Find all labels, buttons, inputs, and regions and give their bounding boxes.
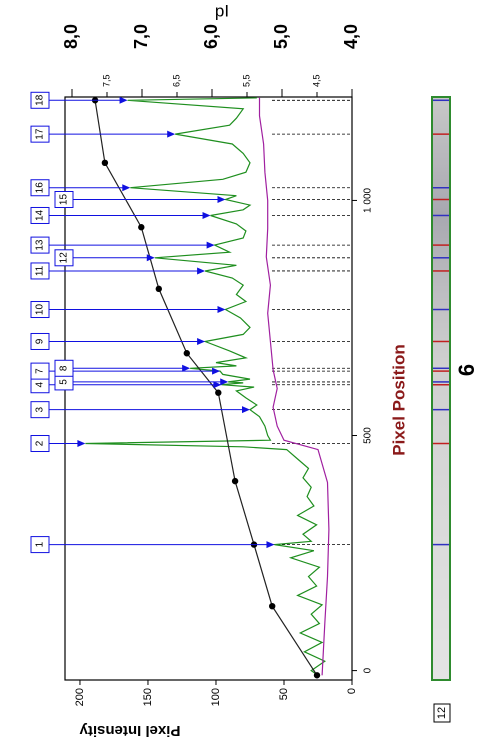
- marker-label: 8: [59, 365, 70, 371]
- pi-point: [156, 286, 162, 292]
- marker-label: 13: [35, 239, 46, 251]
- marker-label: 12: [59, 252, 70, 264]
- marker-label: 15: [59, 193, 70, 205]
- y-tick-label: 150: [142, 688, 154, 706]
- series-line: [85, 98, 324, 675]
- marker-label: 4: [35, 382, 46, 388]
- y-axis-label: Pixel Intensity: [79, 722, 181, 739]
- marker-arrowhead: [203, 212, 211, 219]
- marker-label: 14: [35, 209, 46, 221]
- marker-label: 2: [35, 440, 46, 446]
- pi-point: [215, 390, 221, 396]
- marker-arrowhead: [242, 406, 250, 413]
- marker-arrowhead: [120, 97, 128, 104]
- plot-frame: [65, 97, 352, 680]
- marker-label: 10: [35, 304, 46, 316]
- y2-tick-label: 7,0: [131, 24, 151, 49]
- marker-label: 9: [35, 338, 46, 344]
- y2-tick-label: 6,0: [201, 24, 221, 49]
- y-tick-label: 50: [278, 688, 290, 700]
- marker-arrowhead: [218, 196, 226, 203]
- marker-arrowhead: [207, 242, 215, 249]
- x-tick-label: 0: [363, 667, 374, 673]
- pi-point: [269, 603, 275, 609]
- marker-arrowhead: [197, 338, 205, 345]
- y2-tick-label: 5,5: [241, 74, 251, 87]
- y2-axis-label: pI: [215, 1, 229, 20]
- marker-label: 17: [35, 128, 46, 140]
- pi-point: [232, 478, 238, 484]
- y2-tick-label: 6,5: [171, 74, 181, 87]
- y-tick-label: 0: [346, 688, 358, 694]
- pi-point: [102, 160, 108, 166]
- series-line: [95, 100, 317, 675]
- marker-label: 3: [35, 406, 46, 412]
- chart: Pixel Position Pixel Intensity pI 6 12 0…: [0, 0, 481, 746]
- gel-lane: [432, 97, 450, 680]
- rotated-chart: Pixel Position Pixel Intensity pI 6 12 0…: [31, 1, 479, 739]
- x-tick-label: 1 000: [363, 187, 374, 212]
- marker-arrowhead: [218, 306, 226, 313]
- y2-tick-label: 4,0: [341, 24, 361, 49]
- y2-tick-label: 5,0: [271, 24, 291, 49]
- marker-arrowhead: [197, 267, 205, 274]
- marker-label: 1: [35, 541, 46, 547]
- x-tick-label: 500: [363, 427, 374, 444]
- marker-label: 16: [35, 182, 46, 194]
- series-line: [260, 98, 329, 675]
- marker-arrowhead: [212, 368, 220, 375]
- x-axis-label: Pixel Position: [389, 344, 408, 455]
- y-tick-label: 100: [210, 688, 222, 706]
- marker-label: 5: [59, 379, 70, 385]
- marker-label: 18: [35, 94, 46, 106]
- marker-arrowhead: [122, 184, 130, 191]
- marker-arrowhead: [167, 131, 175, 138]
- y2-tick-label: 4,5: [311, 74, 321, 87]
- panel-label: 6: [454, 364, 479, 376]
- y2-tick-label: 8,0: [61, 24, 81, 49]
- y-tick-label: 200: [74, 688, 86, 706]
- pi-point: [184, 350, 190, 356]
- y2-tick-label: 7,5: [101, 74, 111, 87]
- marker-arrowhead: [266, 541, 274, 548]
- pi-point: [138, 224, 144, 230]
- marker-label: 11: [35, 265, 46, 276]
- lane-label: 12: [436, 707, 448, 719]
- marker-label: 7: [35, 368, 46, 374]
- pi-point: [314, 672, 320, 678]
- marker-arrowhead: [77, 440, 85, 447]
